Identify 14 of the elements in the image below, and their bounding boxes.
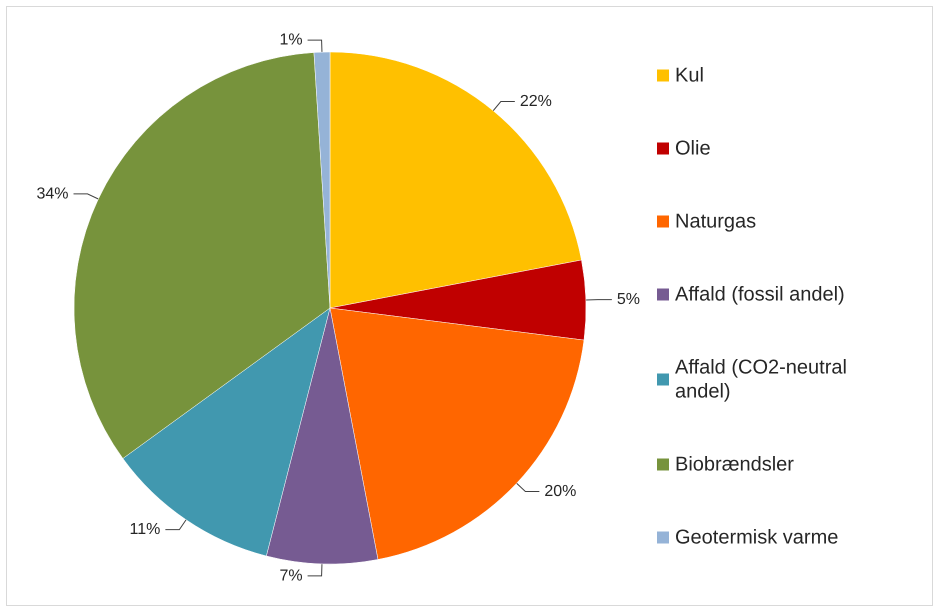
legend-label: Affald (fossil andel): [675, 284, 845, 306]
legend-label: Naturgas: [675, 210, 756, 232]
legend-label: Olie: [675, 138, 711, 160]
legend-label: Geotermisk varme: [675, 526, 838, 548]
legend-label: Biobrændsler: [675, 454, 794, 476]
legend-label: Affald (CO2-neutral andel): [675, 356, 852, 402]
data-label: 22%: [520, 93, 552, 110]
data-label: 11%: [130, 521, 160, 538]
legend-label: Kul: [675, 64, 704, 86]
data-label: 20%: [544, 482, 576, 500]
data-label: 1%: [279, 32, 303, 49]
data-label: 7%: [279, 567, 303, 584]
data-label: 34%: [36, 185, 69, 202]
data-label: 5%: [616, 291, 640, 308]
